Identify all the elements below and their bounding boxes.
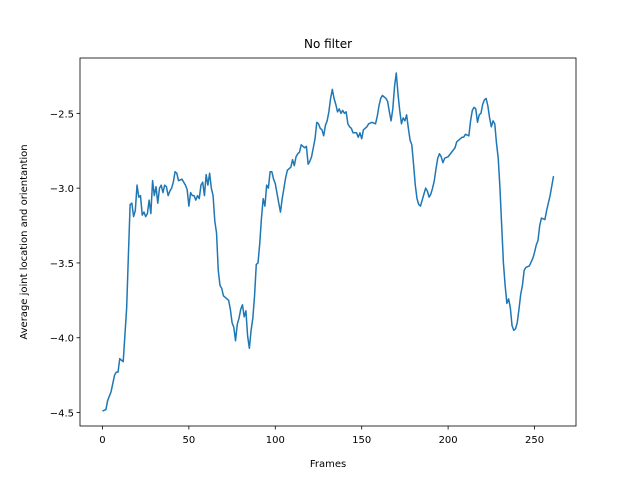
y-axis-label: Average joint location and orientantion	[19, 144, 30, 339]
x-tick-label: 0	[99, 435, 105, 446]
y-tick-label: −4.0	[50, 334, 74, 345]
x-tick-label: 150	[352, 435, 371, 446]
plot-area	[102, 72, 555, 412]
axes-frame	[79, 57, 577, 427]
x-tick-label: 250	[525, 435, 544, 446]
data-line	[102, 72, 555, 412]
chart-title: No filter	[304, 37, 352, 51]
x-tick-label: 50	[183, 435, 196, 446]
y-tick-label: −2.5	[50, 109, 74, 120]
x-axis-label: Frames	[310, 459, 346, 470]
x-tick-label: 200	[439, 435, 458, 446]
y-tick-label: −3.5	[50, 259, 74, 270]
y-tick-label: −4.5	[50, 409, 74, 420]
y-tick-label: −3.0	[50, 184, 74, 195]
x-tick-label: 100	[266, 435, 285, 446]
